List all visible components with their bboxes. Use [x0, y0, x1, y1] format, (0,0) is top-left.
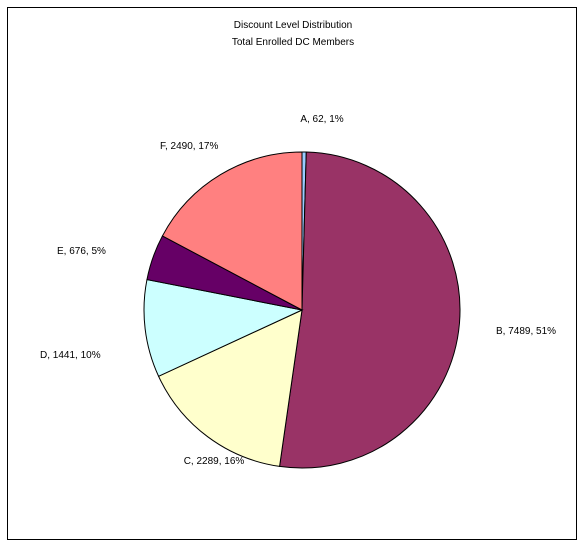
data-label-d: D, 1441, 10%	[40, 350, 101, 361]
data-label-e: E, 676, 5%	[57, 246, 106, 257]
pie-slice-f	[161, 151, 303, 311]
data-label-a: A, 62, 1%	[300, 114, 343, 125]
data-label-f: F, 2490, 17%	[160, 141, 218, 152]
pie-slice-c	[157, 309, 303, 467]
pie-slice-b	[279, 151, 461, 469]
chart-subtitle: Total Enrolled DC Members	[231, 37, 355, 48]
chart-title: Discount Level Distribution	[233, 20, 353, 31]
data-label-b: B, 7489, 51%	[496, 326, 556, 337]
pie-slice-d	[143, 278, 304, 377]
data-label-c: C, 2289, 16%	[184, 456, 245, 467]
